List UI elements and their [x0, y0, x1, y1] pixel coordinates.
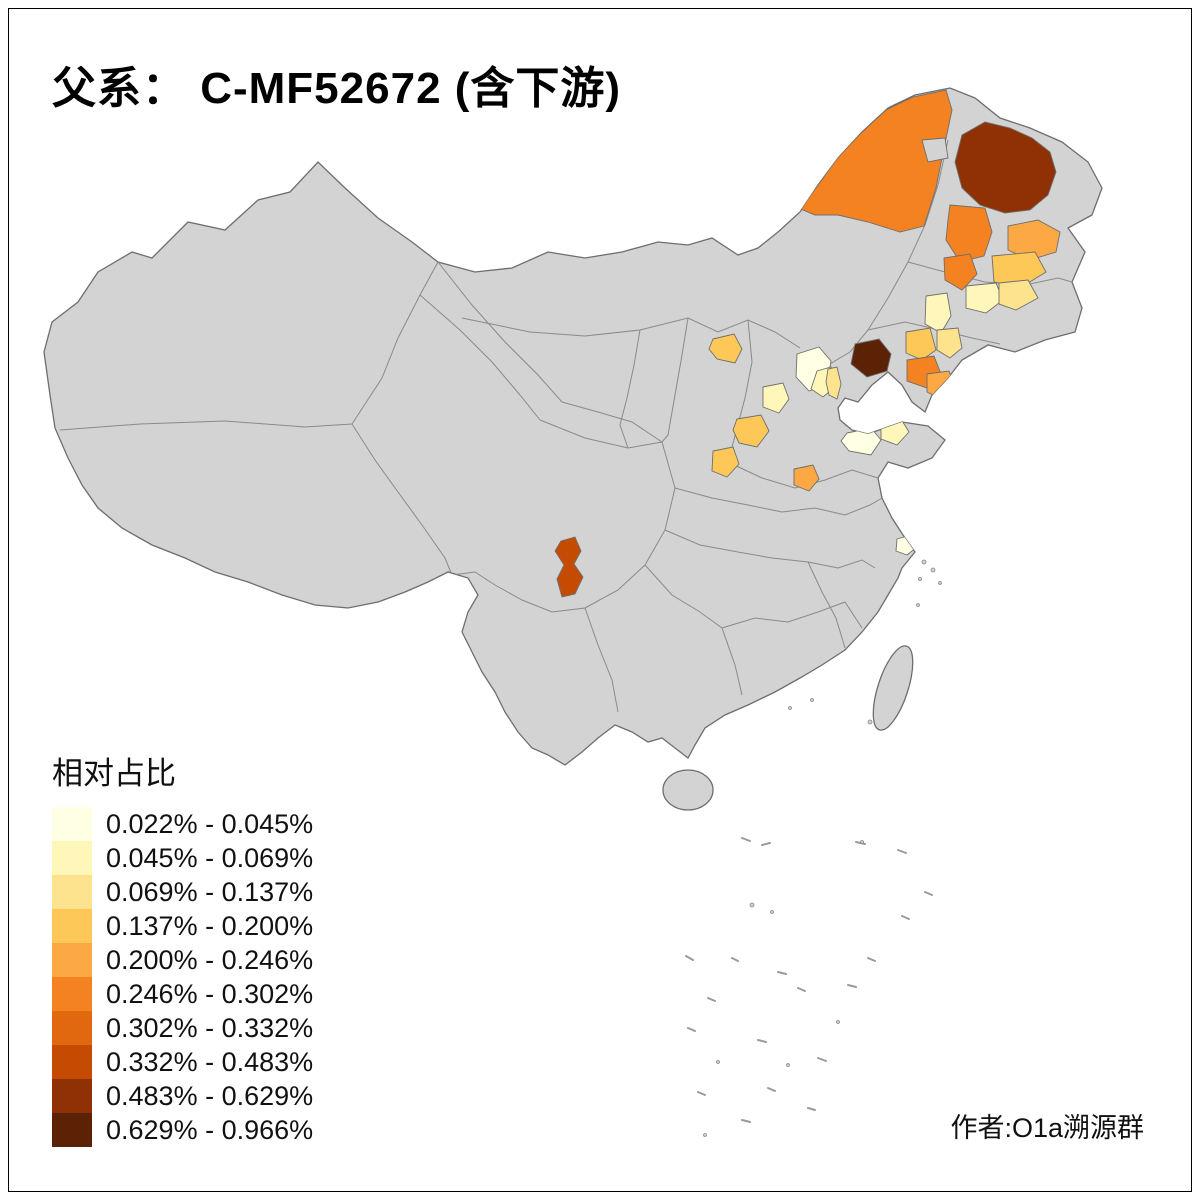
- island-dot: [716, 1060, 720, 1064]
- page-title: 父系： C-MF52672 (含下游): [52, 64, 622, 113]
- legend-swatch: [52, 943, 92, 977]
- legend-label: 0.069% - 0.137%: [106, 876, 314, 907]
- map-region: [924, 292, 952, 334]
- island-dot: [867, 719, 873, 725]
- map-region: [905, 327, 937, 361]
- island-dot: [770, 910, 774, 914]
- legend-swatch: [52, 807, 92, 841]
- map-region: [708, 333, 743, 364]
- legend-row: 0.022% - 0.045%: [52, 807, 313, 841]
- map-region: [825, 366, 842, 400]
- map-region: [991, 251, 1047, 289]
- island-dot: [860, 840, 864, 844]
- legend-swatch: [52, 875, 92, 909]
- legend-swatch: [52, 977, 92, 1011]
- legend: 相对占比 0.022% - 0.045% 0.045% - 0.069% 0.069…: [52, 748, 313, 1147]
- legend-row: 0.629% - 0.966%: [52, 1113, 313, 1147]
- legend-swatch: [52, 1045, 92, 1079]
- map-region: [554, 536, 584, 598]
- legend-label: 0.483% - 0.629%: [106, 1080, 314, 1111]
- legend-row: 0.137% - 0.200%: [52, 909, 313, 943]
- colored-regions: [554, 89, 1061, 598]
- map-region: [850, 338, 892, 378]
- taiwan-island: [872, 645, 914, 731]
- map-region: [793, 464, 820, 492]
- legend-row: 0.302% - 0.332%: [52, 1011, 313, 1045]
- small-islands: [685, 559, 942, 1137]
- legend-label: 0.246% - 0.302%: [106, 978, 314, 1009]
- legend-row: 0.483% - 0.629%: [52, 1079, 313, 1113]
- china-mainland: [43, 87, 1103, 766]
- attribution-text: 作者:O1a溯源群: [950, 1113, 1144, 1143]
- island-dot: [810, 698, 814, 702]
- island-dot: [916, 603, 920, 607]
- legend-label: 0.629% - 0.966%: [106, 1114, 314, 1145]
- island-dot: [836, 1020, 840, 1024]
- legend-row: 0.045% - 0.069%: [52, 841, 313, 875]
- legend-swatch: [52, 1113, 92, 1147]
- legend-rows: 0.022% - 0.045% 0.045% - 0.069% 0.069% - 0…: [52, 807, 313, 1147]
- legend-row: 0.069% - 0.137%: [52, 875, 313, 909]
- legend-label: 0.137% - 0.200%: [106, 910, 314, 941]
- legend-swatch: [52, 909, 92, 943]
- legend-label: 0.022% - 0.045%: [106, 808, 314, 839]
- legend-swatch: [52, 1011, 92, 1045]
- map-region: [1007, 219, 1061, 261]
- island-dot: [938, 581, 942, 585]
- legend-swatch: [52, 841, 92, 875]
- legend-swatch: [52, 1079, 92, 1113]
- map-region: [711, 446, 740, 478]
- map-region: [732, 414, 770, 448]
- island-dot: [786, 1063, 790, 1067]
- hainan-island: [662, 769, 714, 811]
- island-dot: [918, 577, 922, 581]
- legend-row: 0.200% - 0.246%: [52, 943, 313, 977]
- legend-label: 0.302% - 0.332%: [106, 1012, 314, 1043]
- map-region: [943, 253, 978, 291]
- legend-label: 0.045% - 0.069%: [106, 842, 314, 873]
- island-dot: [930, 567, 936, 573]
- legend-label: 0.200% - 0.246%: [106, 944, 314, 975]
- sea-dash-marks: [685, 837, 933, 1123]
- map-region: [762, 382, 790, 414]
- map-region: [965, 282, 1004, 314]
- legend-title: 相对占比: [52, 756, 176, 791]
- legend-row: 0.332% - 0.483%: [52, 1045, 313, 1079]
- island-dot: [921, 559, 927, 565]
- map-region: [936, 327, 963, 359]
- legend-label: 0.332% - 0.483%: [106, 1046, 314, 1077]
- legend-row: 0.246% - 0.302%: [52, 977, 313, 1011]
- island-dot: [749, 902, 755, 908]
- island-dot: [703, 1133, 707, 1137]
- map-region: [998, 279, 1039, 311]
- map-region: [921, 137, 949, 163]
- island-dot: [788, 706, 792, 710]
- map-region: [954, 121, 1057, 214]
